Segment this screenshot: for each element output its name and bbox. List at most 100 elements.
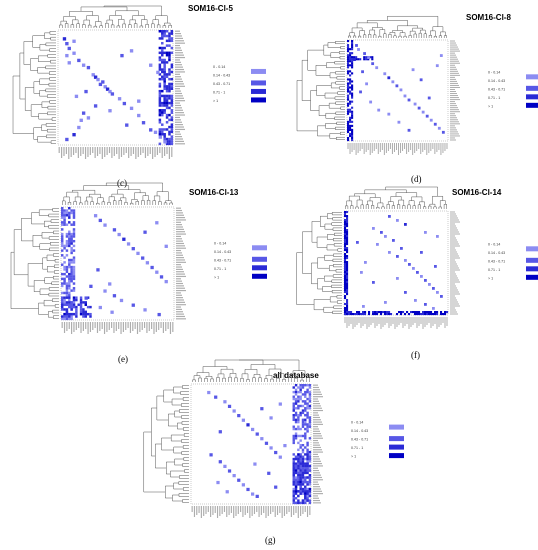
heatmap-cell xyxy=(98,82,103,87)
row-label xyxy=(450,117,457,119)
heatmap-cell xyxy=(347,94,350,97)
row-label xyxy=(175,128,185,131)
heatmap-cell xyxy=(346,291,349,294)
heatmap-cell xyxy=(297,474,300,477)
heatmap-cell xyxy=(79,296,83,299)
heatmap-cell xyxy=(344,287,347,290)
heatmap-cell xyxy=(347,44,350,47)
heatmap-cell xyxy=(63,221,66,224)
heatmap-cell xyxy=(428,283,431,286)
col-label xyxy=(72,147,75,155)
heatmap-cell xyxy=(165,30,169,33)
row-label xyxy=(450,285,456,287)
heatmap-cell xyxy=(170,137,174,141)
row-label xyxy=(450,60,459,62)
row-label xyxy=(313,412,318,414)
heatmap-cell xyxy=(163,99,166,102)
heatmap-cell xyxy=(419,78,423,82)
row-dendrogram xyxy=(12,31,56,144)
heatmap-cell xyxy=(432,307,435,310)
heatmap-cell xyxy=(396,219,399,222)
heatmap-cell xyxy=(404,259,407,262)
heatmap-cell xyxy=(351,56,354,59)
heatmap-cell xyxy=(444,311,447,314)
heatmap-cell xyxy=(408,313,411,316)
col-label xyxy=(116,147,118,154)
heatmap-cell xyxy=(297,418,300,422)
col-label xyxy=(306,506,309,517)
heatmap-cell xyxy=(292,414,295,417)
legend-label: 0.43 - 0.71 xyxy=(351,438,368,442)
heatmap-cell xyxy=(411,68,415,72)
heatmap-cell xyxy=(292,487,295,491)
heatmap-cell xyxy=(304,485,307,488)
heatmap-cell xyxy=(349,110,352,113)
heatmap-cell xyxy=(61,296,64,299)
col-label xyxy=(428,143,430,153)
heatmap-cell xyxy=(63,216,66,219)
legend-label: 0.71 - 1 xyxy=(351,446,363,450)
heatmap-cell xyxy=(383,72,387,76)
heatmap-cell xyxy=(346,275,349,278)
heatmap-cell xyxy=(294,397,298,401)
heatmap-cell xyxy=(294,414,298,417)
heatmap-cell xyxy=(344,237,347,240)
row-label xyxy=(313,416,320,419)
legend-label: 0.71 - 1 xyxy=(214,267,226,271)
heatmap-cell xyxy=(346,305,349,308)
heatmap-cell xyxy=(79,305,83,309)
heatmap-cell xyxy=(101,80,105,84)
heatmap-cell xyxy=(110,310,114,314)
heatmap-cell xyxy=(163,70,166,74)
heatmap-cell xyxy=(304,423,307,426)
col-label xyxy=(237,506,239,514)
heatmap-cell xyxy=(61,211,64,215)
heatmap-cell xyxy=(170,111,174,114)
col-label xyxy=(385,143,387,153)
heatmap-cell xyxy=(348,313,351,316)
heatmap-cell xyxy=(122,237,126,241)
heatmap-cell xyxy=(297,490,300,493)
row-label xyxy=(450,115,456,117)
row-label xyxy=(450,111,460,113)
col-label xyxy=(134,322,136,329)
heatmap-cell xyxy=(349,56,352,59)
heatmap-cell xyxy=(432,287,435,290)
row-label xyxy=(175,124,183,126)
heatmap-cell xyxy=(347,50,350,53)
heatmap-cell xyxy=(308,492,312,495)
row-label xyxy=(313,486,320,488)
heatmap-cell xyxy=(347,120,350,123)
heatmap-cell xyxy=(353,58,356,62)
heatmap-cell xyxy=(376,243,379,246)
col-label xyxy=(87,322,89,334)
col-label xyxy=(395,143,397,150)
row-label xyxy=(450,107,458,109)
row-label xyxy=(450,84,459,86)
heatmap-cell xyxy=(371,62,375,66)
heatmap-cell xyxy=(297,395,300,398)
row-label xyxy=(175,49,182,51)
heatmap-cell xyxy=(61,242,64,245)
heatmap-cell xyxy=(68,239,71,243)
heatmap-cell xyxy=(426,313,429,316)
row-label xyxy=(450,129,457,131)
heatmap-cell xyxy=(163,137,166,141)
heatmap-cell xyxy=(68,230,71,233)
legend-label: 0.14 - 0.43 xyxy=(488,251,505,255)
heatmap-cell xyxy=(283,444,287,448)
row-label xyxy=(313,426,318,428)
col-label xyxy=(251,506,253,516)
heatmap-cell xyxy=(444,313,447,316)
heatmap-cell xyxy=(292,386,295,389)
heatmap-cell xyxy=(168,39,171,43)
row-label xyxy=(175,37,183,39)
col-label xyxy=(290,506,292,517)
heatmap-cell xyxy=(346,267,349,270)
heatmap-cell xyxy=(344,253,347,256)
legend-swatch xyxy=(251,97,266,103)
col-label xyxy=(125,322,127,330)
heatmap-cell xyxy=(360,313,363,316)
row-label xyxy=(450,251,457,253)
